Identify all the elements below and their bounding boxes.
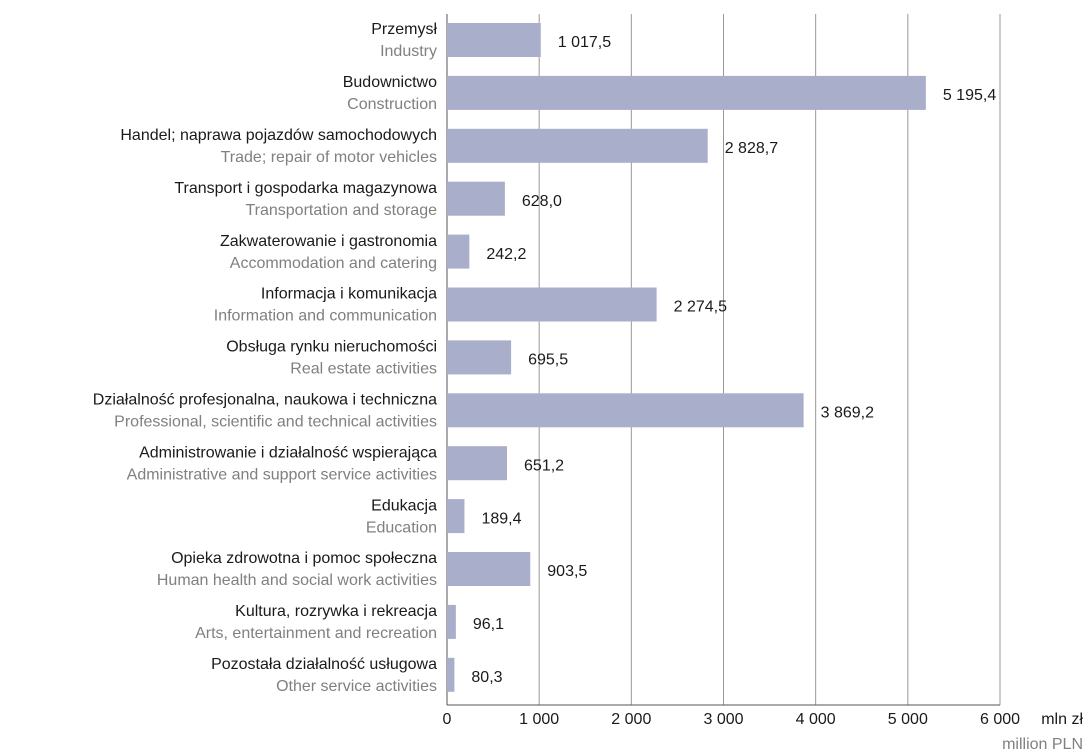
bar [447, 340, 512, 375]
value-label: 628,0 [522, 193, 562, 210]
category-label-en: Other service activities [276, 678, 437, 695]
bar [447, 287, 657, 322]
x-tick-label: 5 000 [888, 711, 928, 728]
bar [447, 446, 508, 481]
category-label: Zakwaterowanie i gastronomia [220, 233, 437, 250]
category-label-en: Trade; repair of motor vehicles [221, 149, 437, 166]
category-label-en: Arts, entertainment and recreation [195, 625, 437, 642]
value-label: 242,2 [486, 246, 526, 263]
x-tick-label: 1 000 [519, 711, 559, 728]
x-unit-en: million PLN [1002, 736, 1083, 753]
value-label: 1 017,5 [558, 34, 611, 51]
category-label: Budownictwo [343, 74, 437, 91]
value-label: 903,5 [547, 563, 587, 580]
x-tick-label: 2 000 [611, 711, 651, 728]
category-label: Pozostała działalność usługowa [211, 656, 437, 673]
bar [447, 181, 505, 216]
bar [447, 393, 804, 428]
x-tick-label: 4 000 [796, 711, 836, 728]
value-label: 96,1 [473, 616, 504, 633]
value-label: 189,4 [481, 510, 521, 527]
value-label: 80,3 [471, 669, 502, 686]
bar [447, 657, 455, 692]
x-tick-label: 6 000 [980, 711, 1020, 728]
category-label-en: Accommodation and catering [230, 255, 437, 272]
category-label-en: Professional, scientific and technical a… [114, 414, 437, 431]
bar [447, 23, 541, 57]
category-label: Przemysł [371, 21, 437, 38]
category-label-en: Administrative and support service activ… [127, 466, 437, 483]
category-label-en: Construction [347, 96, 437, 113]
category-label-en: Industry [380, 43, 437, 60]
bar [447, 234, 470, 269]
value-label: 695,5 [528, 352, 568, 369]
value-label: 2 828,7 [725, 140, 778, 157]
value-label: 651,2 [524, 457, 564, 474]
category-label: Transport i gospodarka magazynowa [174, 180, 437, 197]
x-tick-label: 3 000 [703, 711, 743, 728]
category-label-en: Real estate activities [290, 361, 437, 378]
bar [447, 75, 926, 110]
category-label: Handel; naprawa pojazdów samochodowych [120, 127, 437, 144]
value-label: 5 195,4 [943, 87, 996, 104]
x-tick-label: 0 [443, 711, 452, 728]
category-label: Informacja i komunikacja [261, 286, 437, 303]
x-unit: mln zł [1041, 711, 1083, 728]
category-label-en: Education [366, 519, 437, 536]
category-label: Działalność profesjonalna, naukowa i tec… [93, 392, 437, 409]
value-label: 2 274,5 [674, 299, 727, 316]
bar [447, 552, 531, 586]
bar [447, 499, 465, 534]
category-label: Edukacja [371, 497, 437, 514]
category-label: Kultura, rozrywka i rekreacja [235, 603, 437, 620]
category-label-en: Information and communication [214, 308, 437, 325]
category-label-en: Human health and social work activities [157, 572, 437, 589]
category-label: Obsługa rynku nieruchomości [226, 339, 437, 356]
category-label: Administrowanie i działalność wspierając… [139, 444, 437, 461]
bar [447, 604, 456, 639]
category-label: Opieka zdrowotna i pomoc społeczna [171, 550, 437, 567]
value-label: 3 869,2 [821, 405, 874, 422]
category-label-en: Transportation and storage [245, 202, 437, 219]
bar [447, 128, 708, 163]
